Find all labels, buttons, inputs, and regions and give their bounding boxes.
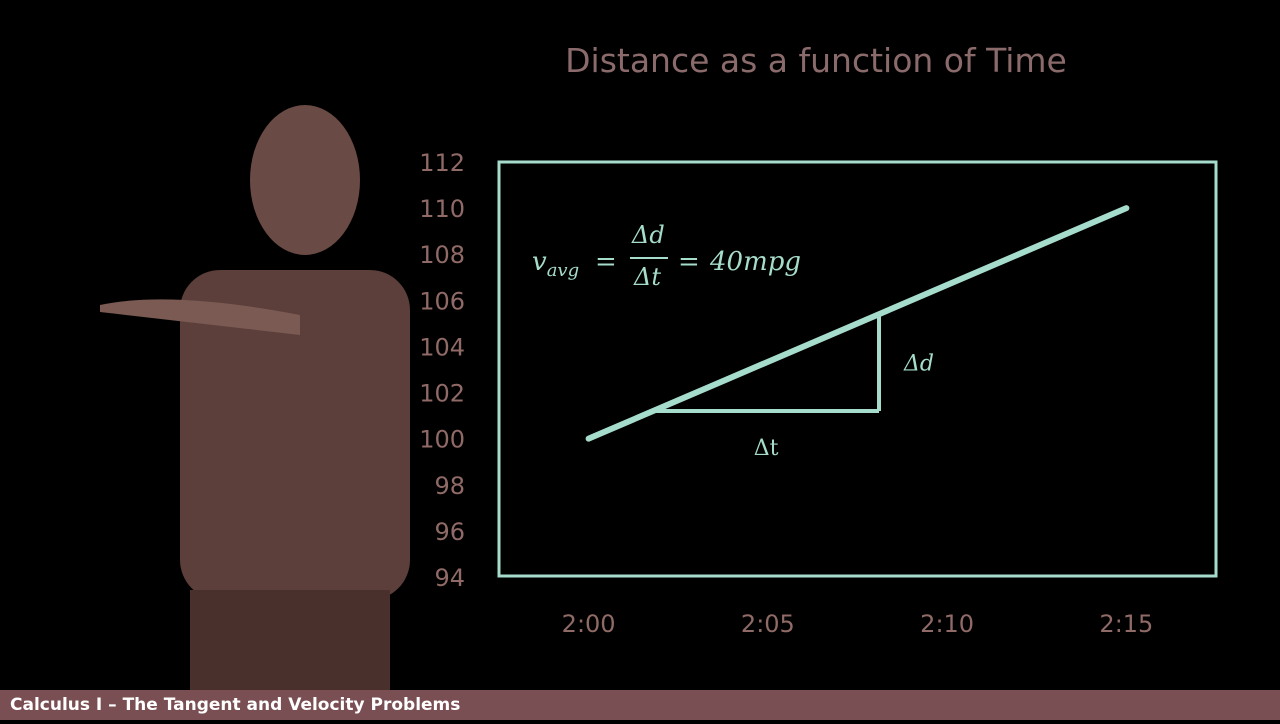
x-tick-label: 2:15 xyxy=(1099,610,1153,638)
y-tick-label: 108 xyxy=(419,241,465,269)
formula-subscript: avg xyxy=(547,260,579,281)
plot-frame xyxy=(497,160,1218,578)
formula-v: v xyxy=(532,247,547,277)
y-tick-label: 100 xyxy=(419,426,465,454)
y-tick-label: 98 xyxy=(434,472,465,500)
y-tick-label: 112 xyxy=(419,149,465,177)
delta-d-label: Δd xyxy=(903,352,934,377)
x-tick-label: 2:00 xyxy=(562,610,616,638)
y-tick-label: 110 xyxy=(419,195,465,223)
x-axis-tick-labels: 2:00 2:05 2:10 2:15 xyxy=(562,610,1154,638)
chart-title: Distance as a function of Time xyxy=(565,41,1067,80)
formula-equals-2: = xyxy=(678,247,700,277)
y-tick-label: 94 xyxy=(434,564,465,592)
delta-t-label: Δt xyxy=(754,436,779,461)
x-tick-label: 2:10 xyxy=(920,610,974,638)
x-tick-label: 2:05 xyxy=(741,610,795,638)
formula-result: 40mpg xyxy=(709,247,801,277)
y-tick-label: 106 xyxy=(419,287,465,315)
y-tick-label: 96 xyxy=(434,518,465,546)
svg-text:vavg: vavg xyxy=(532,247,579,281)
formula-equals-1: = xyxy=(595,247,617,277)
y-axis-tick-labels: 112 110 108 106 104 102 100 98 96 94 xyxy=(419,149,465,592)
lecture-title: Calculus I – The Tangent and Velocity Pr… xyxy=(10,695,461,715)
slope-triangle xyxy=(653,314,882,413)
y-tick-label: 102 xyxy=(419,380,465,408)
distance-line xyxy=(585,205,1130,442)
formula-denominator: Δt xyxy=(633,263,661,291)
y-tick-label: 104 xyxy=(419,333,465,361)
footer-bar: Calculus I – The Tangent and Velocity Pr… xyxy=(0,690,1280,720)
lecturer-figure xyxy=(100,105,410,690)
data-series xyxy=(585,205,1130,442)
formula-numerator: Δd xyxy=(631,221,665,249)
average-velocity-formula: vavg = Δd Δt = 40mpg xyxy=(532,221,801,291)
